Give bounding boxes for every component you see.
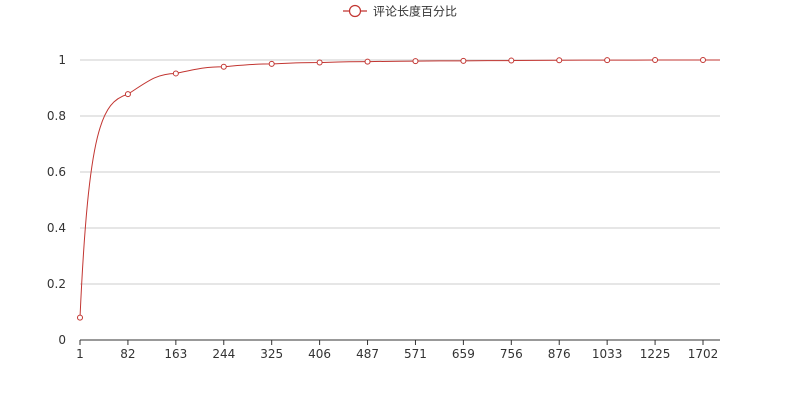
y-tick-label: 1 <box>58 53 66 67</box>
data-point <box>460 57 467 64</box>
x-tick-label: 244 <box>212 347 235 361</box>
data-point <box>124 91 131 98</box>
data-point <box>172 70 179 77</box>
data-point <box>700 57 706 63</box>
data-point <box>220 63 227 70</box>
y-tick-label: 0.8 <box>47 109 66 123</box>
legend-marker-icon <box>348 4 362 18</box>
data-point <box>77 314 83 321</box>
x-tick-label: 1 <box>76 347 84 361</box>
x-tick-label: 487 <box>356 347 379 361</box>
x-tick-label: 876 <box>548 347 571 361</box>
series-line <box>79 59 720 318</box>
x-tick-label: 163 <box>164 347 187 361</box>
y-axis: 0 0.2 0.4 0.6 0.8 1 <box>47 53 66 347</box>
legend[interactable]: 评论长度百分比 <box>343 4 457 19</box>
x-tick-label: 1033 <box>592 347 623 361</box>
data-point <box>652 57 659 64</box>
data-point <box>268 60 275 67</box>
x-tick-label: 325 <box>260 347 283 361</box>
data-point <box>604 57 611 64</box>
y-tick-label: 0.6 <box>47 165 66 179</box>
data-point <box>316 59 323 66</box>
data-point <box>556 57 563 64</box>
x-tick-label: 82 <box>120 347 135 361</box>
series-group <box>77 57 720 321</box>
x-axis: 1 82 163 244 325 406 487 571 659 756 876 1033 1225 17… <box>76 339 720 361</box>
grid-lines <box>80 59 720 285</box>
y-tick-label: 0.4 <box>47 221 66 235</box>
y-tick-label: 0.2 <box>47 277 66 291</box>
data-point <box>364 58 371 65</box>
x-tick-label: 1702 <box>688 347 719 361</box>
x-tick-label: 406 <box>308 347 331 361</box>
data-point <box>508 57 515 64</box>
y-tick-label: 0 <box>58 333 66 347</box>
x-tick-label: 756 <box>500 347 523 361</box>
x-tick-label: 1225 <box>640 347 671 361</box>
x-tick-label: 571 <box>404 347 427 361</box>
x-tick-label: 659 <box>452 347 475 361</box>
legend-label: 评论长度百分比 <box>373 4 457 19</box>
data-point <box>412 58 419 65</box>
